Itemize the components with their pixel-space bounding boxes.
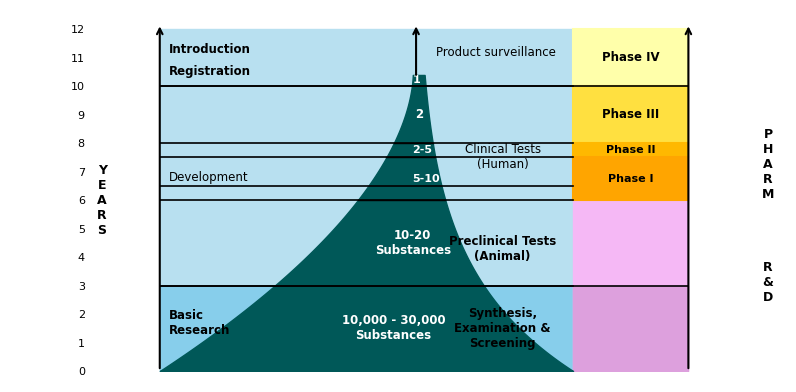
Text: Introduction: Introduction <box>170 43 252 56</box>
Text: Y
E
A
R
S: Y E A R S <box>97 163 107 237</box>
Text: Synthesis,
Examination &
Screening: Synthesis, Examination & Screening <box>455 307 551 350</box>
Text: 5-10: 5-10 <box>412 174 439 184</box>
Text: 1: 1 <box>412 75 420 85</box>
Text: Development: Development <box>170 171 249 184</box>
Text: Clinical Tests
(Human): Clinical Tests (Human) <box>465 143 540 171</box>
Text: Product surveillance: Product surveillance <box>436 45 556 58</box>
Text: Basic
Research: Basic Research <box>170 309 231 337</box>
Text: Phase II: Phase II <box>606 145 655 155</box>
Text: Preclinical Tests
(Animal): Preclinical Tests (Animal) <box>449 234 556 263</box>
Text: P
H
A
R
M: P H A R M <box>762 128 775 201</box>
Bar <box>573 158 689 200</box>
Bar <box>573 86 689 143</box>
Text: Phase III: Phase III <box>602 108 659 121</box>
Text: 2: 2 <box>416 108 423 121</box>
Text: 10-20
Substances: 10-20 Substances <box>375 229 451 257</box>
Text: R
&
D: R & D <box>763 261 774 304</box>
Text: Registration: Registration <box>170 65 252 78</box>
Text: 10,000 - 30,000
Substances: 10,000 - 30,000 Substances <box>341 314 446 342</box>
Bar <box>573 29 689 86</box>
Text: Phase I: Phase I <box>608 174 654 184</box>
Text: Phase IV: Phase IV <box>602 51 660 64</box>
Bar <box>573 143 689 158</box>
Text: 2-5: 2-5 <box>412 145 432 155</box>
